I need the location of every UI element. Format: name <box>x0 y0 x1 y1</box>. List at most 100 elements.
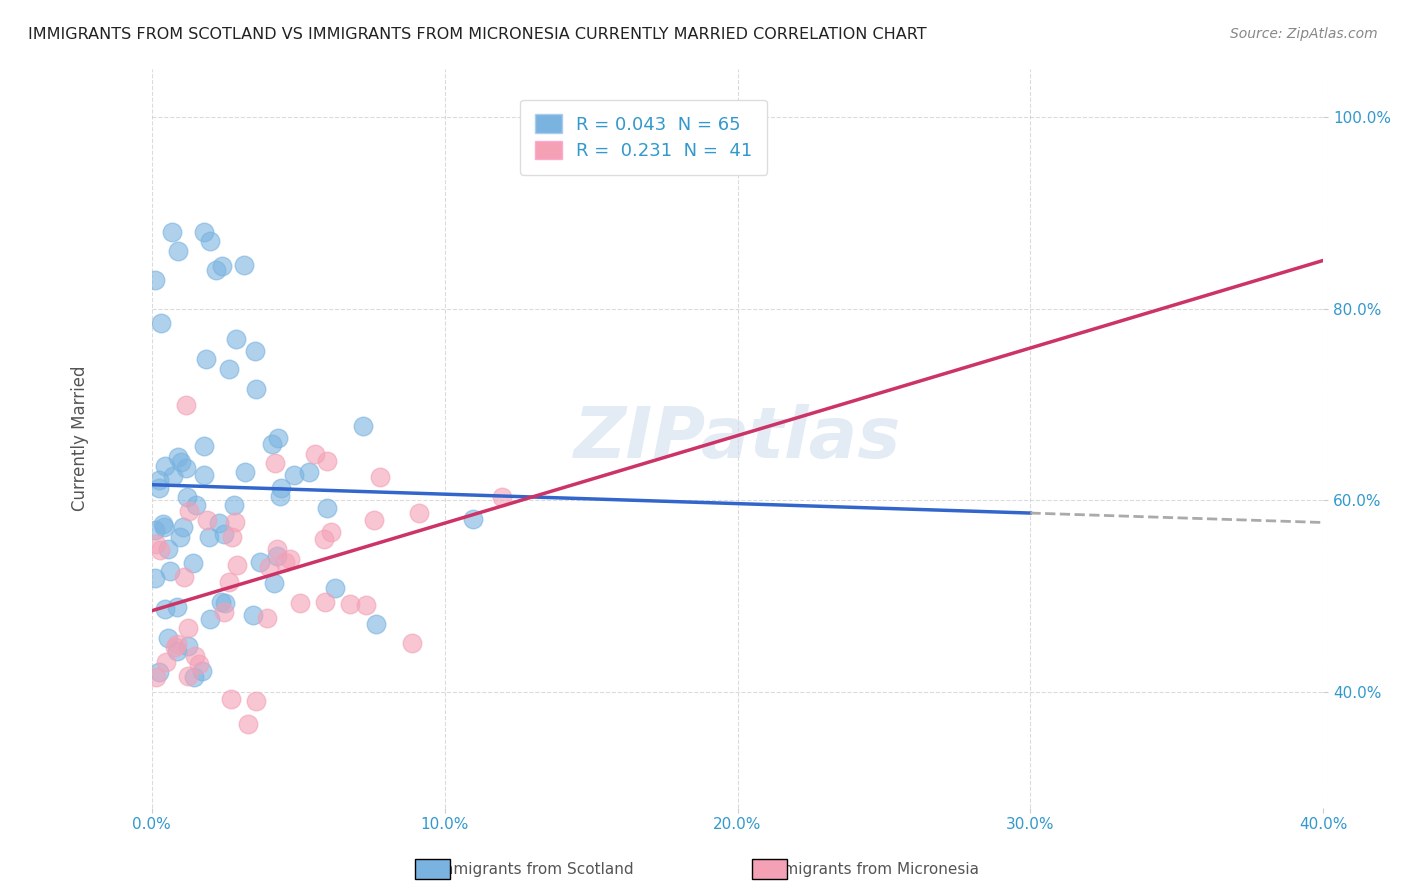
Point <box>270 481 292 495</box>
Legend: R = 0.043  N = 65, R =  0.231  N =  41: R = 0.043 N = 65, R = 0.231 N = 41 <box>520 100 768 175</box>
Point <box>148 481 170 495</box>
Point <box>278 552 301 566</box>
Point <box>283 467 305 482</box>
Point <box>145 537 167 551</box>
Point <box>187 657 209 671</box>
Point <box>238 716 260 731</box>
Point <box>314 595 336 609</box>
Point <box>174 397 197 411</box>
Point <box>267 431 290 445</box>
Point <box>191 664 214 678</box>
Point <box>224 515 246 529</box>
Text: Immigrants from Scotland: Immigrants from Scotland <box>434 863 634 877</box>
Point <box>463 512 485 526</box>
Point <box>304 447 326 461</box>
Point <box>323 582 346 596</box>
Point <box>408 506 430 520</box>
Point <box>145 670 167 684</box>
Point <box>290 596 312 610</box>
Point <box>312 532 335 546</box>
Point <box>174 461 197 475</box>
Point <box>219 692 242 706</box>
Point <box>166 637 188 651</box>
Point <box>162 225 184 239</box>
Point <box>167 244 190 258</box>
Point <box>266 542 288 557</box>
Point <box>166 599 188 614</box>
Point <box>152 517 174 532</box>
Point <box>218 574 240 589</box>
Text: Source: ZipAtlas.com: Source: ZipAtlas.com <box>1230 27 1378 41</box>
Point <box>491 490 513 504</box>
Point <box>249 555 271 569</box>
Point <box>166 643 188 657</box>
Point <box>363 513 385 527</box>
Point <box>167 450 190 465</box>
Point <box>245 694 267 708</box>
Point <box>264 456 287 470</box>
Point <box>193 467 215 482</box>
Point <box>143 523 166 537</box>
Text: Immigrants from Micronesia: Immigrants from Micronesia <box>765 863 979 877</box>
Point <box>263 575 285 590</box>
Point <box>274 555 297 569</box>
Point <box>184 649 207 664</box>
Point <box>298 465 321 479</box>
Point <box>221 530 243 544</box>
Point <box>366 616 388 631</box>
Point <box>172 520 194 534</box>
Point <box>209 595 232 609</box>
Point <box>339 597 361 611</box>
Point <box>197 513 219 527</box>
Point <box>218 362 240 376</box>
Point <box>183 556 205 570</box>
Point <box>198 530 221 544</box>
Point <box>198 612 221 626</box>
Point <box>208 516 231 530</box>
Point <box>368 469 391 483</box>
Point <box>162 468 184 483</box>
Point <box>256 610 278 624</box>
Point <box>232 258 254 272</box>
Point <box>194 351 217 366</box>
Point <box>163 640 186 655</box>
Point <box>226 558 249 573</box>
Point <box>193 439 215 453</box>
Point <box>319 524 342 539</box>
Point <box>352 419 374 434</box>
Point <box>153 602 176 616</box>
Point <box>177 669 200 683</box>
Point <box>245 382 267 396</box>
Point <box>260 437 283 451</box>
Point <box>212 526 235 541</box>
Text: IMMIGRANTS FROM SCOTLAND VS IMMIGRANTS FROM MICRONESIA CURRENTLY MARRIED CORRELA: IMMIGRANTS FROM SCOTLAND VS IMMIGRANTS F… <box>28 27 927 42</box>
Point <box>316 500 339 515</box>
Point <box>257 560 280 574</box>
Point <box>212 605 235 619</box>
Point <box>354 598 377 612</box>
Point <box>143 273 166 287</box>
Point <box>173 570 195 584</box>
Point <box>235 465 257 479</box>
Point <box>205 263 228 277</box>
Point <box>401 635 423 649</box>
Point <box>211 260 233 274</box>
Point <box>169 530 191 544</box>
Point <box>200 235 222 249</box>
Text: ZIPatlas: ZIPatlas <box>574 403 901 473</box>
Point <box>155 655 177 669</box>
Point <box>176 490 198 504</box>
Point <box>177 640 200 654</box>
Point <box>155 459 177 474</box>
Point <box>183 670 205 684</box>
Point <box>156 541 179 556</box>
Point <box>242 608 264 623</box>
Point <box>193 225 215 239</box>
Point <box>149 316 172 330</box>
Point <box>269 489 291 503</box>
Point <box>177 504 200 518</box>
Point <box>225 333 247 347</box>
Point <box>156 631 179 645</box>
Point <box>243 343 266 358</box>
Point <box>315 454 337 468</box>
